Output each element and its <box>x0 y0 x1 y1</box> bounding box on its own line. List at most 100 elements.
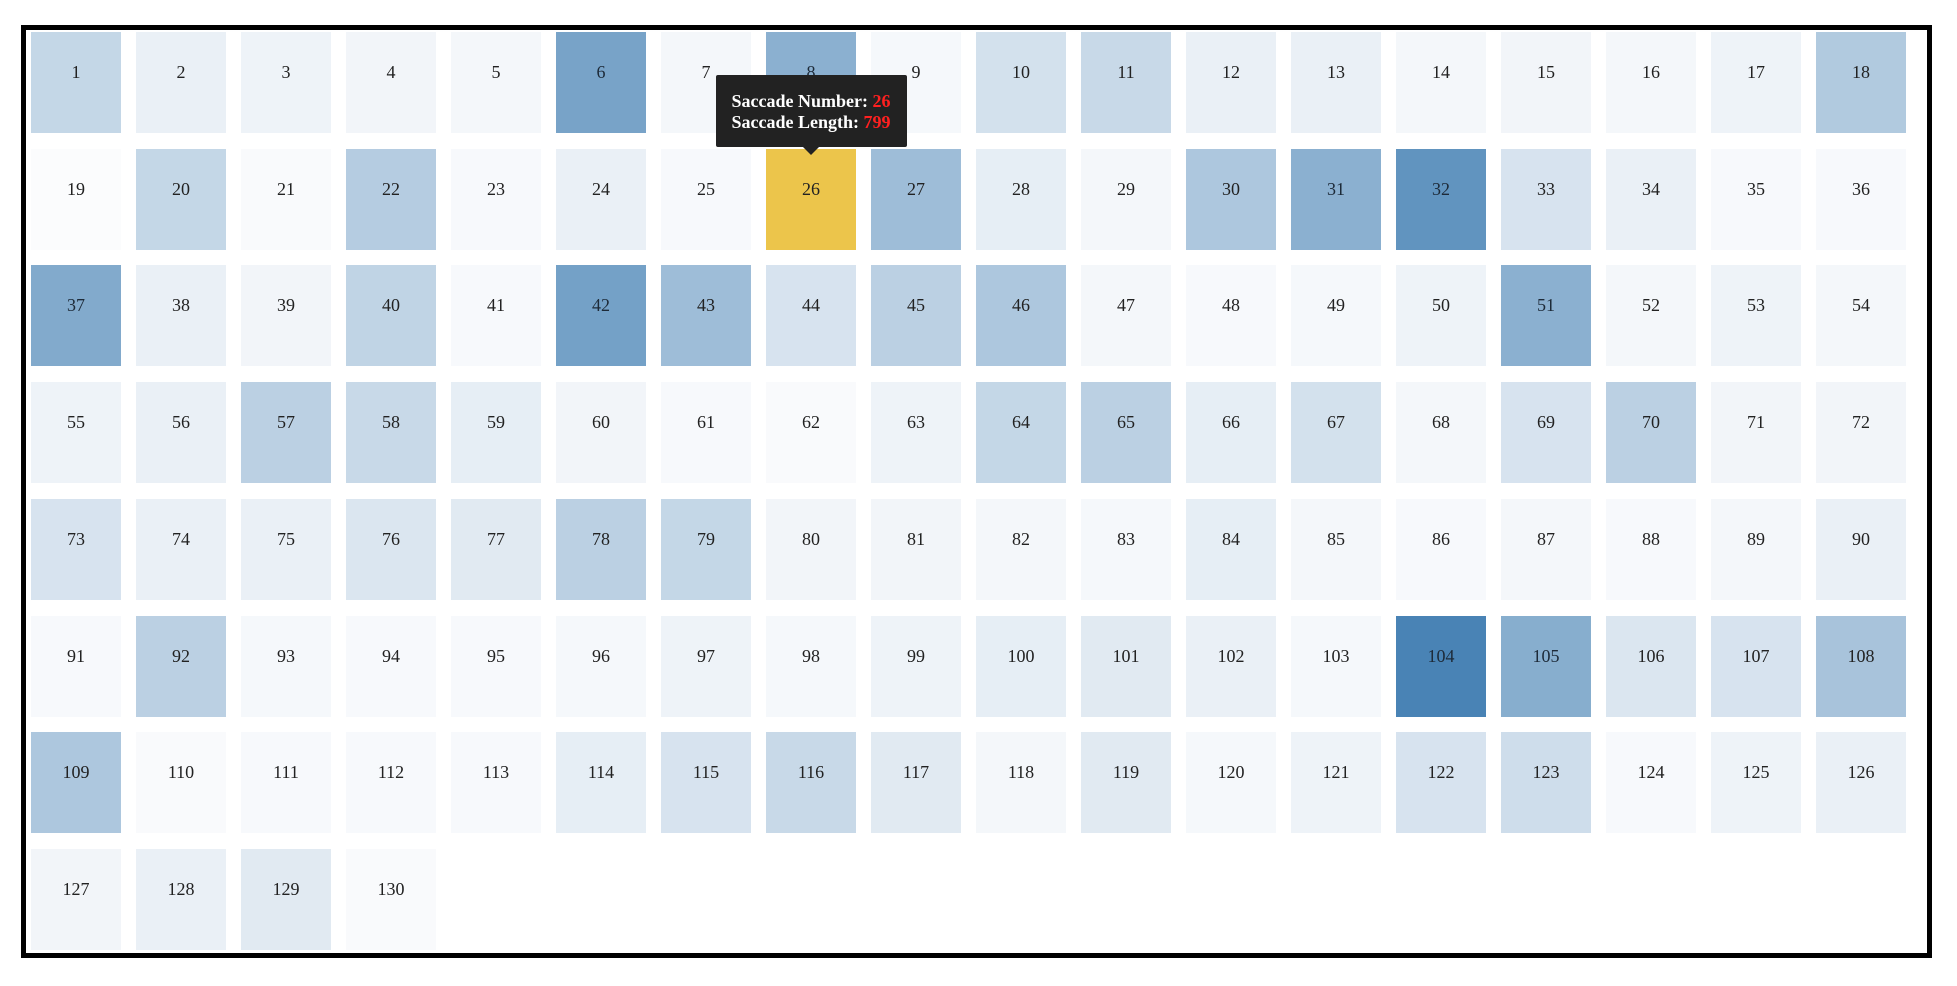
saccade-cell-91[interactable]: 91 <box>31 615 121 717</box>
saccade-cell-86[interactable]: 86 <box>1396 498 1486 600</box>
saccade-cell-18[interactable]: 18 <box>1816 32 1906 133</box>
saccade-cell-108[interactable]: 108 <box>1816 615 1906 717</box>
saccade-cell-44[interactable]: 44 <box>766 265 856 367</box>
saccade-cell-109[interactable]: 109 <box>31 732 121 834</box>
saccade-cell-99[interactable]: 99 <box>871 615 961 717</box>
saccade-cell-17[interactable]: 17 <box>1711 32 1801 133</box>
saccade-cell-90[interactable]: 90 <box>1816 498 1906 600</box>
saccade-cell-27[interactable]: 27 <box>871 148 961 250</box>
saccade-cell-89[interactable]: 89 <box>1711 498 1801 600</box>
saccade-cell-117[interactable]: 117 <box>871 732 961 834</box>
saccade-cell-60[interactable]: 60 <box>556 382 646 484</box>
saccade-cell-51[interactable]: 51 <box>1501 265 1591 367</box>
saccade-cell-72[interactable]: 72 <box>1816 382 1906 484</box>
saccade-cell-74[interactable]: 74 <box>136 498 226 600</box>
saccade-cell-1[interactable]: 1 <box>31 32 121 133</box>
saccade-cell-79[interactable]: 79 <box>661 498 751 600</box>
saccade-cell-68[interactable]: 68 <box>1396 382 1486 484</box>
saccade-cell-28[interactable]: 28 <box>976 148 1066 250</box>
saccade-cell-110[interactable]: 110 <box>136 732 226 834</box>
saccade-cell-106[interactable]: 106 <box>1606 615 1696 717</box>
saccade-cell-128[interactable]: 128 <box>136 848 226 950</box>
saccade-cell-81[interactable]: 81 <box>871 498 961 600</box>
saccade-cell-87[interactable]: 87 <box>1501 498 1591 600</box>
saccade-cell-53[interactable]: 53 <box>1711 265 1801 367</box>
saccade-cell-103[interactable]: 103 <box>1291 615 1381 717</box>
saccade-cell-50[interactable]: 50 <box>1396 265 1486 367</box>
saccade-cell-84[interactable]: 84 <box>1186 498 1276 600</box>
saccade-cell-57[interactable]: 57 <box>241 382 331 484</box>
saccade-cell-46[interactable]: 46 <box>976 265 1066 367</box>
saccade-cell-98[interactable]: 98 <box>766 615 856 717</box>
saccade-cell-107[interactable]: 107 <box>1711 615 1801 717</box>
saccade-cell-88[interactable]: 88 <box>1606 498 1696 600</box>
saccade-cell-61[interactable]: 61 <box>661 382 751 484</box>
saccade-cell-77[interactable]: 77 <box>451 498 541 600</box>
saccade-cell-31[interactable]: 31 <box>1291 148 1381 250</box>
saccade-cell-23[interactable]: 23 <box>451 148 541 250</box>
saccade-cell-102[interactable]: 102 <box>1186 615 1276 717</box>
saccade-cell-114[interactable]: 114 <box>556 732 646 834</box>
saccade-cell-56[interactable]: 56 <box>136 382 226 484</box>
saccade-cell-36[interactable]: 36 <box>1816 148 1906 250</box>
saccade-cell-94[interactable]: 94 <box>346 615 436 717</box>
saccade-cell-47[interactable]: 47 <box>1081 265 1171 367</box>
saccade-cell-20[interactable]: 20 <box>136 148 226 250</box>
saccade-cell-126[interactable]: 126 <box>1816 732 1906 834</box>
saccade-cell-97[interactable]: 97 <box>661 615 751 717</box>
saccade-cell-19[interactable]: 19 <box>31 148 121 250</box>
saccade-cell-127[interactable]: 127 <box>31 848 121 950</box>
saccade-cell-116[interactable]: 116 <box>766 732 856 834</box>
saccade-cell-104[interactable]: 104 <box>1396 615 1486 717</box>
saccade-cell-122[interactable]: 122 <box>1396 732 1486 834</box>
saccade-cell-22[interactable]: 22 <box>346 148 436 250</box>
saccade-cell-21[interactable]: 21 <box>241 148 331 250</box>
saccade-cell-65[interactable]: 65 <box>1081 382 1171 484</box>
saccade-cell-92[interactable]: 92 <box>136 615 226 717</box>
saccade-cell-14[interactable]: 14 <box>1396 32 1486 133</box>
saccade-cell-55[interactable]: 55 <box>31 382 121 484</box>
saccade-cell-95[interactable]: 95 <box>451 615 541 717</box>
saccade-cell-67[interactable]: 67 <box>1291 382 1381 484</box>
saccade-cell-15[interactable]: 15 <box>1501 32 1591 133</box>
saccade-cell-37[interactable]: 37 <box>31 265 121 367</box>
saccade-cell-35[interactable]: 35 <box>1711 148 1801 250</box>
saccade-cell-40[interactable]: 40 <box>346 265 436 367</box>
saccade-cell-80[interactable]: 80 <box>766 498 856 600</box>
saccade-cell-58[interactable]: 58 <box>346 382 436 484</box>
saccade-cell-38[interactable]: 38 <box>136 265 226 367</box>
saccade-cell-100[interactable]: 100 <box>976 615 1066 717</box>
saccade-cell-24[interactable]: 24 <box>556 148 646 250</box>
saccade-cell-76[interactable]: 76 <box>346 498 436 600</box>
saccade-cell-119[interactable]: 119 <box>1081 732 1171 834</box>
saccade-cell-11[interactable]: 11 <box>1081 32 1171 133</box>
saccade-cell-62[interactable]: 62 <box>766 382 856 484</box>
saccade-cell-13[interactable]: 13 <box>1291 32 1381 133</box>
saccade-cell-96[interactable]: 96 <box>556 615 646 717</box>
saccade-cell-2[interactable]: 2 <box>136 32 226 133</box>
saccade-cell-26[interactable]: 26 <box>766 148 856 250</box>
saccade-cell-32[interactable]: 32 <box>1396 148 1486 250</box>
saccade-cell-111[interactable]: 111 <box>241 732 331 834</box>
saccade-cell-85[interactable]: 85 <box>1291 498 1381 600</box>
saccade-cell-5[interactable]: 5 <box>451 32 541 133</box>
saccade-cell-33[interactable]: 33 <box>1501 148 1591 250</box>
saccade-cell-82[interactable]: 82 <box>976 498 1066 600</box>
saccade-cell-45[interactable]: 45 <box>871 265 961 367</box>
saccade-cell-3[interactable]: 3 <box>241 32 331 133</box>
saccade-cell-10[interactable]: 10 <box>976 32 1066 133</box>
saccade-cell-83[interactable]: 83 <box>1081 498 1171 600</box>
saccade-cell-16[interactable]: 16 <box>1606 32 1696 133</box>
saccade-cell-49[interactable]: 49 <box>1291 265 1381 367</box>
saccade-cell-48[interactable]: 48 <box>1186 265 1276 367</box>
saccade-cell-123[interactable]: 123 <box>1501 732 1591 834</box>
saccade-cell-124[interactable]: 124 <box>1606 732 1696 834</box>
saccade-cell-73[interactable]: 73 <box>31 498 121 600</box>
saccade-cell-112[interactable]: 112 <box>346 732 436 834</box>
saccade-cell-34[interactable]: 34 <box>1606 148 1696 250</box>
saccade-cell-120[interactable]: 120 <box>1186 732 1276 834</box>
saccade-cell-54[interactable]: 54 <box>1816 265 1906 367</box>
saccade-cell-64[interactable]: 64 <box>976 382 1066 484</box>
saccade-cell-30[interactable]: 30 <box>1186 148 1276 250</box>
saccade-cell-113[interactable]: 113 <box>451 732 541 834</box>
